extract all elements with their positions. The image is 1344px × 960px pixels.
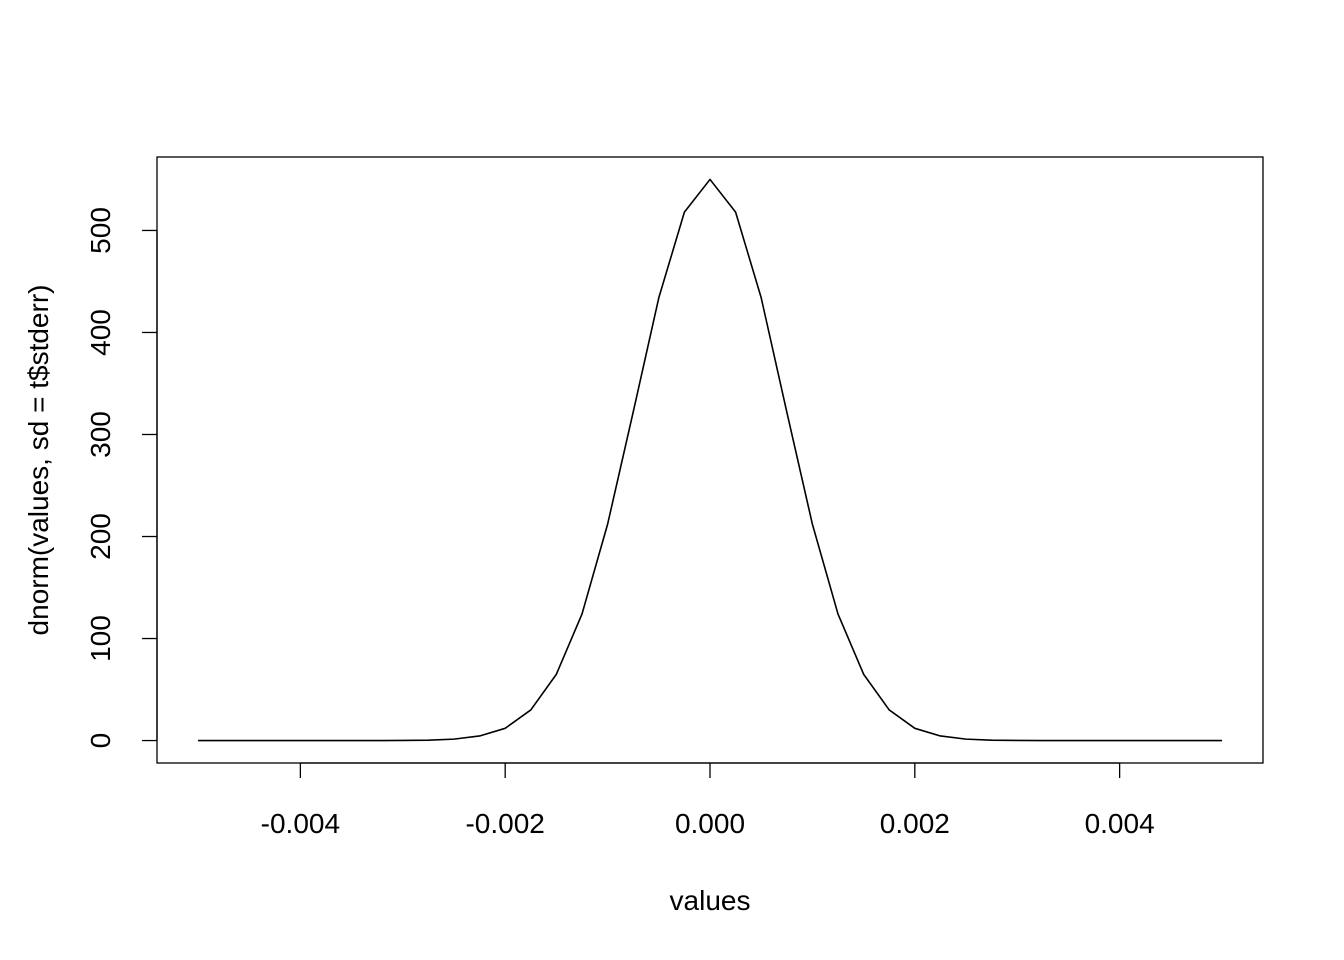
y-tick-label: 500 bbox=[85, 207, 116, 254]
density-line bbox=[197, 178, 1223, 742]
x-tick-label: 0.002 bbox=[880, 808, 950, 839]
x-tick-label: -0.002 bbox=[465, 808, 544, 839]
y-tick-label: 0 bbox=[85, 733, 116, 749]
plot-frame bbox=[156, 156, 1264, 764]
x-tick-label: -0.004 bbox=[261, 808, 340, 839]
y-tick-label: 400 bbox=[85, 309, 116, 356]
x-tick-label: 0.000 bbox=[675, 808, 745, 839]
y-tick-label: 200 bbox=[85, 513, 116, 560]
x-tick-label: 0.004 bbox=[1085, 808, 1155, 839]
y-tick-label: 100 bbox=[85, 615, 116, 662]
y-tick-label: 300 bbox=[85, 411, 116, 458]
x-axis-label: values bbox=[670, 885, 751, 916]
y-axis-label: dnorm(values, sd = t$stderr) bbox=[23, 285, 54, 636]
